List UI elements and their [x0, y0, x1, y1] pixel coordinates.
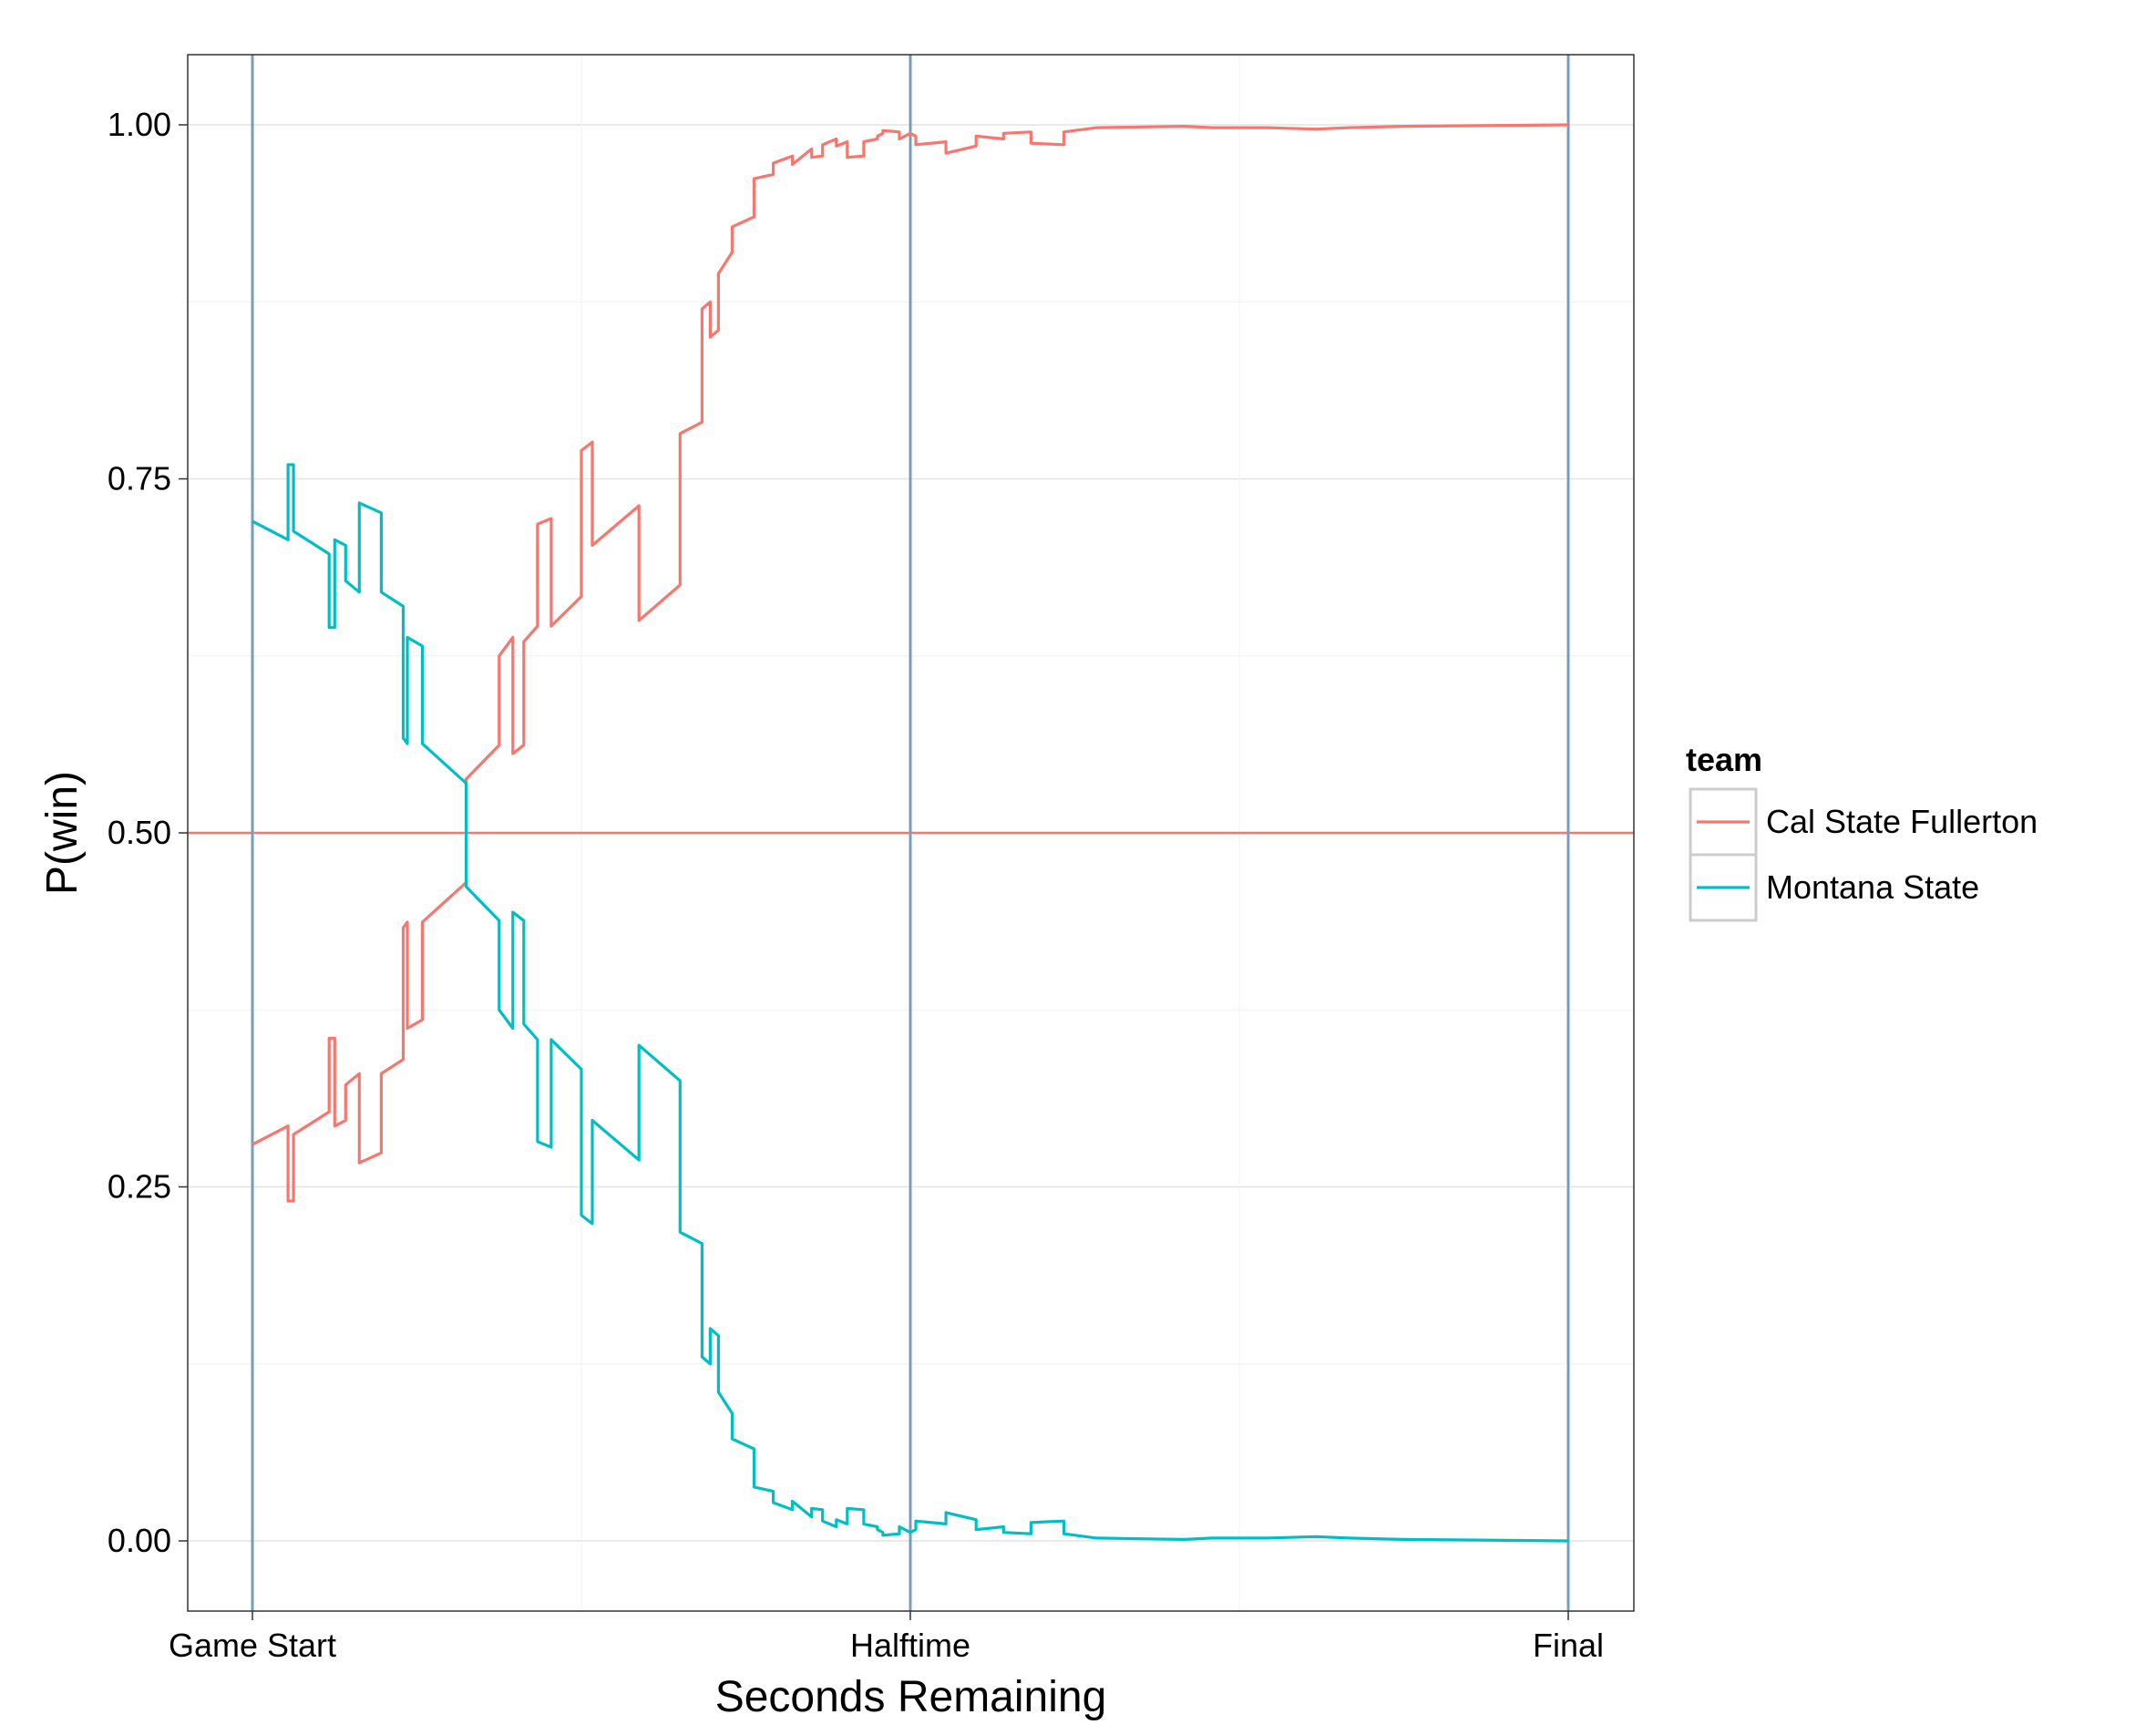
legend-label: Montana State	[1766, 868, 1979, 906]
reference-lines	[188, 55, 1634, 1611]
series-line-2	[252, 463, 1569, 1543]
series-layer	[252, 123, 1569, 1543]
x-tick-label: Halftime	[850, 1627, 970, 1664]
y-tick-label: 0.50	[108, 814, 171, 851]
x-axis-title: Seconds Remaining	[715, 1673, 1107, 1721]
series-line-1	[252, 123, 1569, 1203]
y-tick-label: 0.00	[108, 1522, 171, 1559]
y-tick-label: 0.25	[108, 1168, 171, 1206]
y-tick-label: 0.75	[108, 460, 171, 498]
legend: team Cal State Fullerton Montana State	[1686, 741, 2038, 922]
x-tick-label: Game Start	[169, 1627, 336, 1664]
y-axis-title: P(win)	[38, 771, 87, 895]
axis-layer: 0.00 0.25 0.50 0.75 1.00 Game Start Halftime Fi…	[108, 106, 1604, 1664]
legend-items: Cal State Fullerton Montana State	[1689, 787, 2038, 922]
legend-title: team	[1686, 741, 1762, 778]
legend-label: Cal State Fullerton	[1766, 803, 2038, 840]
x-tick-label: Final	[1533, 1627, 1604, 1664]
y-tick-label: 1.00	[108, 106, 171, 143]
